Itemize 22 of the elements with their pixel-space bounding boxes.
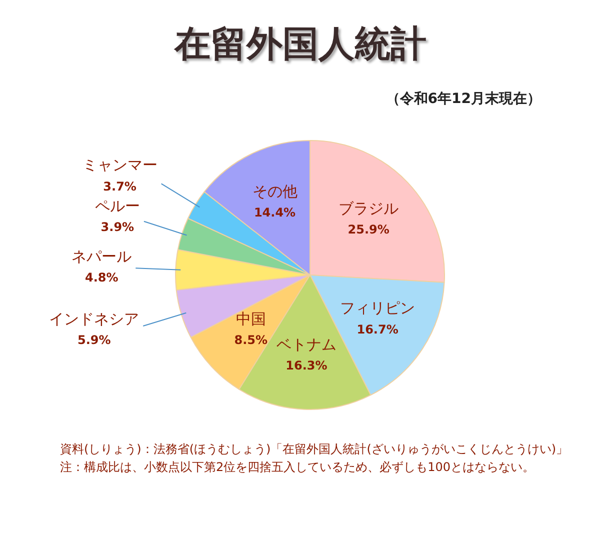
data-label: 16.7% <box>356 322 398 336</box>
slice-label: ネパール <box>72 248 132 266</box>
data-label: 8.5% <box>234 333 268 348</box>
text: 注：構成比は、小数点以下第2位を四捨五入しているため、必ずしも100とはならない。 <box>60 459 536 476</box>
slice-label: ブラジル <box>338 199 399 218</box>
data-label: 14.4% <box>254 206 296 220</box>
slice-label: ペルー <box>94 196 140 215</box>
text: 資料(しりょう)：法務省(ほうむしょう)「在留外国人統計(ざいりゅうがいこくじんとうけい)」 <box>60 441 570 458</box>
data-label: 25.9% <box>348 222 390 237</box>
data-label: 3.7% <box>103 179 136 194</box>
slice-label: その他 <box>252 182 298 200</box>
slice-label: 中国 <box>236 310 266 328</box>
data-label: 4.8% <box>84 270 118 285</box>
data-label: 3.9% <box>100 220 134 234</box>
data-label: 5.9% <box>77 333 111 348</box>
data-label: 16.3% <box>286 358 328 373</box>
chart-title: 在留外国人統計 <box>173 23 428 67</box>
slice-label: ミャンマー <box>82 156 158 174</box>
slice-label: ベトナム <box>276 336 336 354</box>
slice-label: インドネシア <box>49 310 140 328</box>
chart-subtitle: （令和6年12月末現在） <box>386 90 541 108</box>
slice-label: フィリピン <box>340 299 416 318</box>
